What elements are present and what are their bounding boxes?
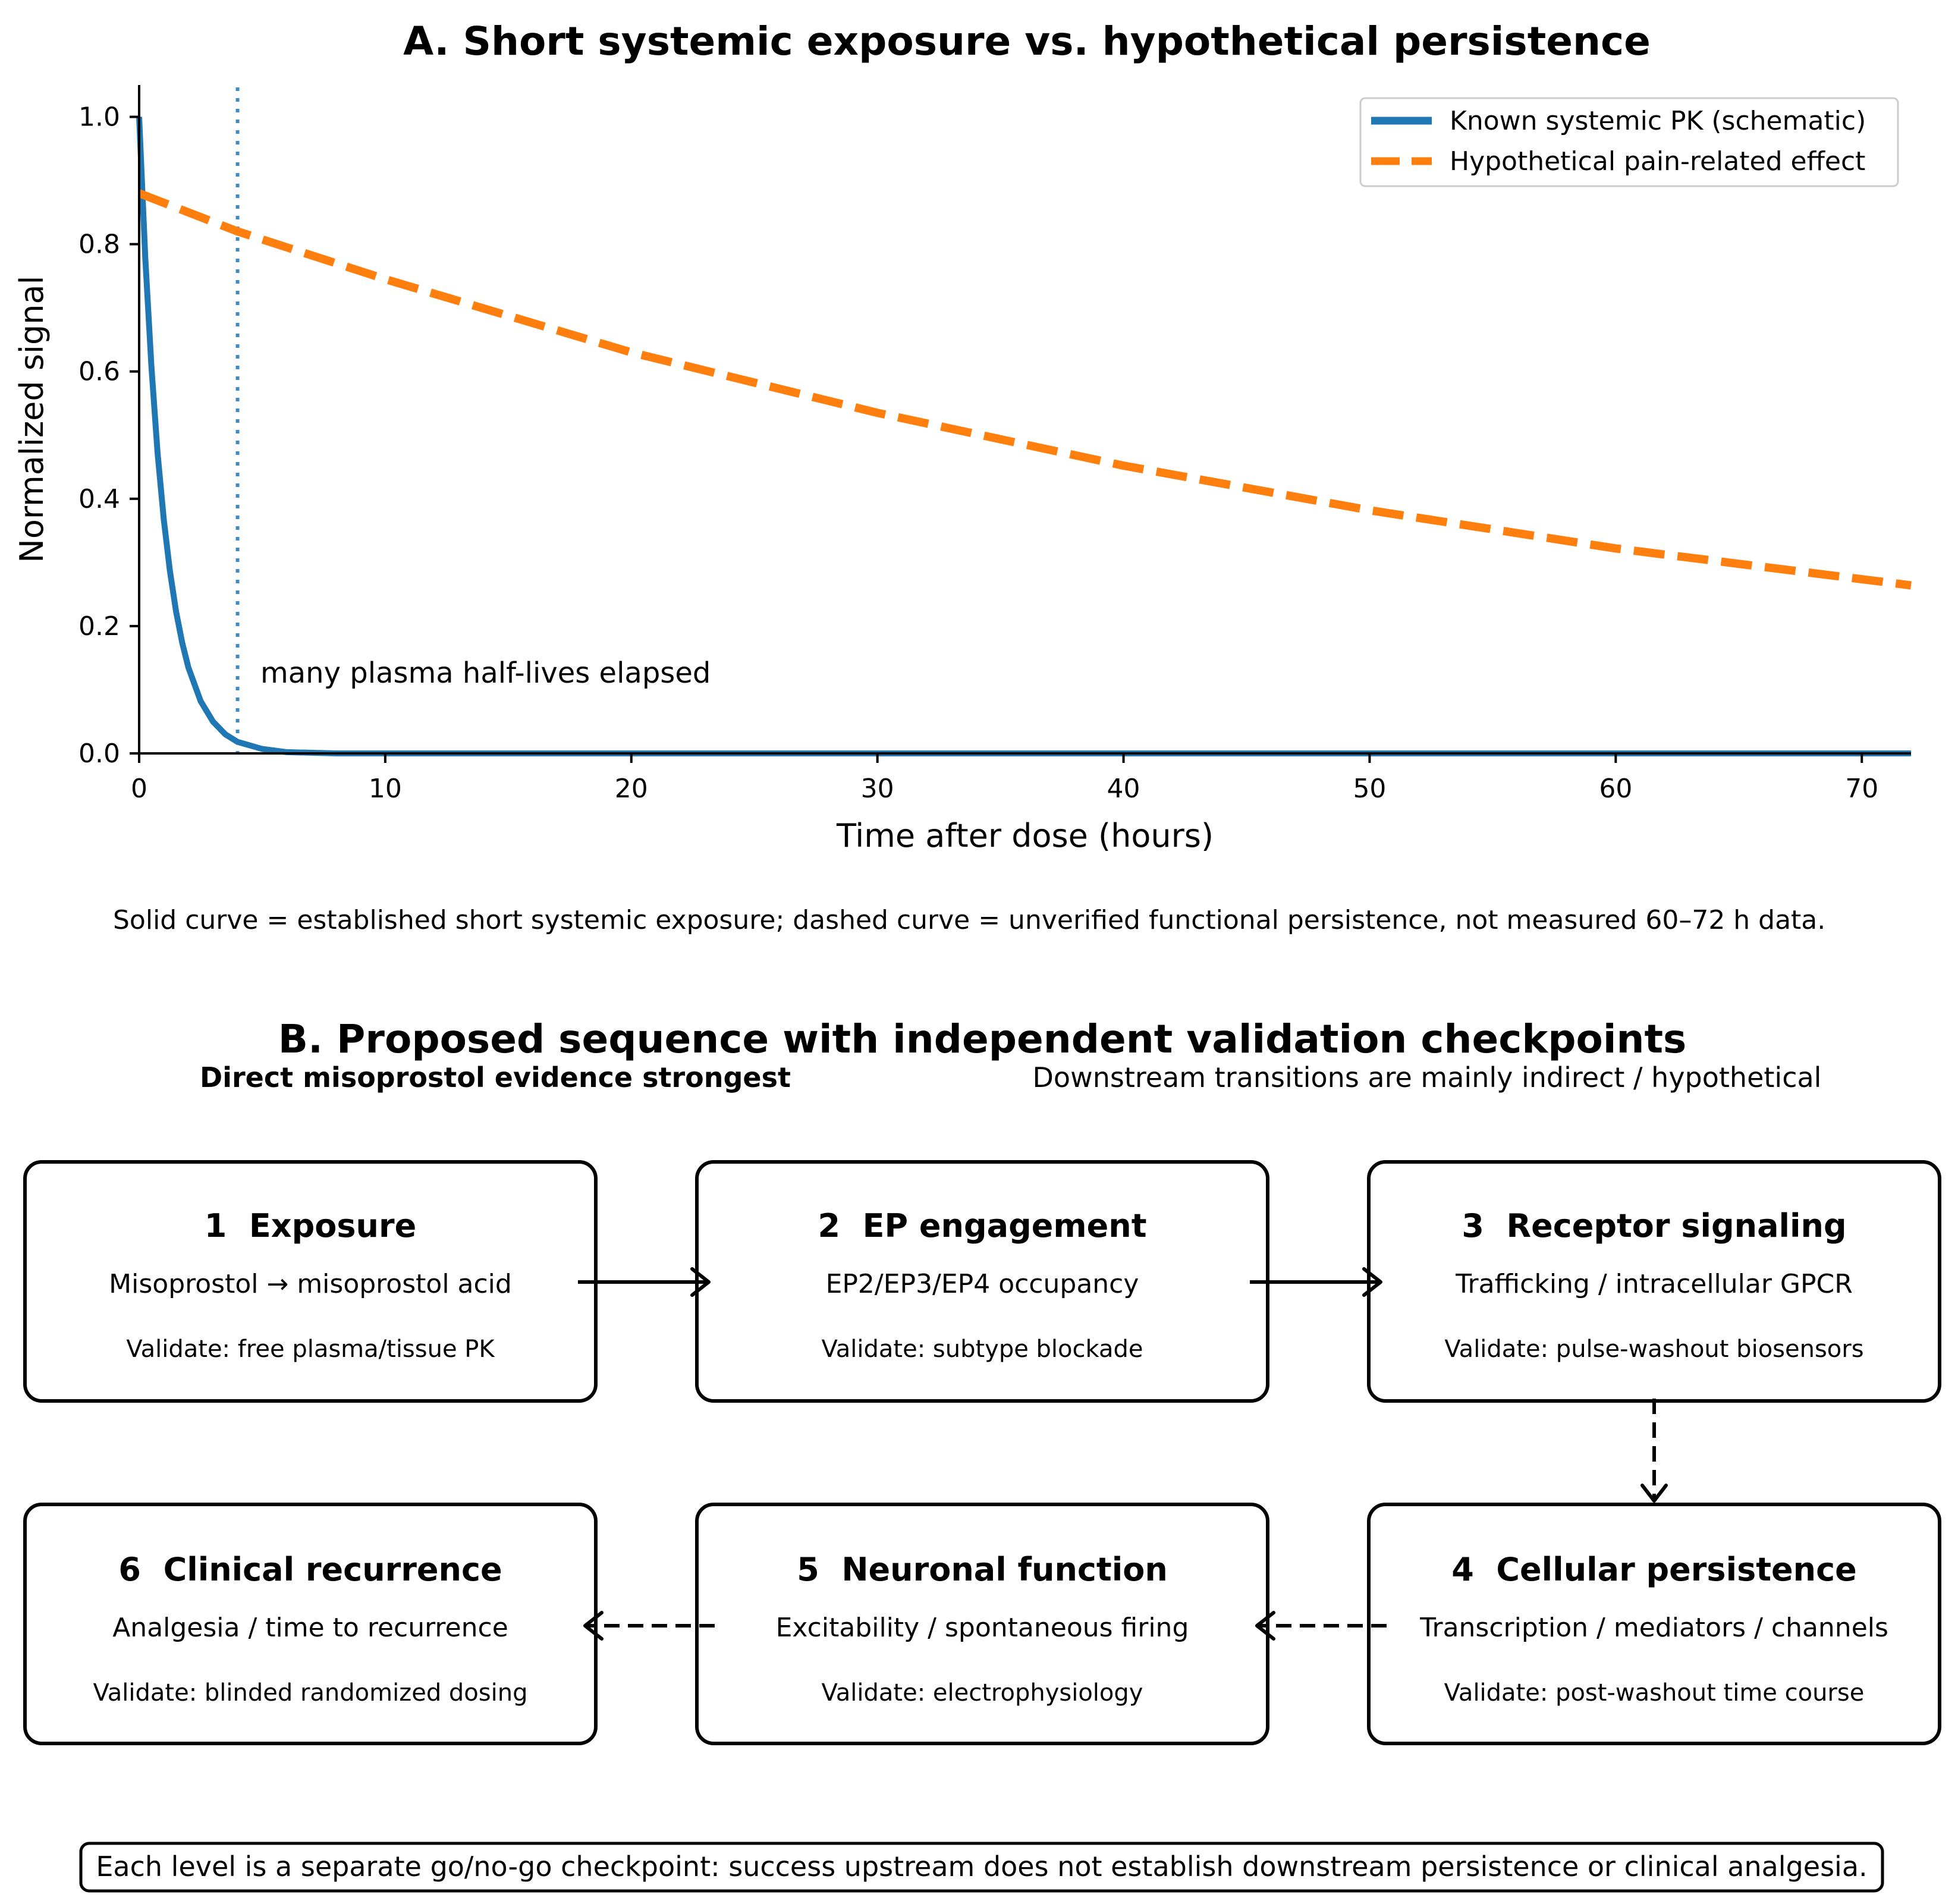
arrow-1-to-2 [578,1267,711,1297]
arrow-2-to-3 [1250,1267,1382,1297]
panel-a-title: A. Short systemic exposure vs. hypotheti… [403,18,1651,64]
y-tick-label: 0.6 [78,357,120,387]
step-title: 2 EP engagement [818,1207,1146,1245]
step-box-receptor-signaling: 3 Receptor signaling Trafficking / intra… [1367,1160,1941,1403]
x-tick-label: 50 [1353,774,1386,804]
x-tick-label: 60 [1599,774,1632,804]
step-box-cellular-persistence: 4 Cellular persistence Transcription / m… [1367,1503,1941,1745]
arrow-5-to-6 [583,1611,715,1641]
step-box-ep-engagement: 2 EP engagement EP2/EP3/EP4 occupancy Va… [695,1160,1269,1403]
step-box-frame [1367,1503,1941,1745]
panel-a-chart: 0 10 20 30 40 50 60 70 0.0 0.2 0.4 0.6 0.8 1.0 Time … [13,85,1912,854]
x-tick-label: 40 [1107,774,1140,804]
x-tick-label: 20 [615,774,648,804]
half-lives-annotation: many plasma half-lives elapsed [260,656,711,690]
x-tick-label: 30 [861,774,894,804]
step-validation: Validate: post-washout time course [1444,1679,1865,1707]
arrow-4-to-5 [1255,1611,1387,1641]
step-validation: Validate: subtype blockade [822,1336,1143,1363]
chart-legend: Known systemic PK (schematic) Hypothetic… [1359,97,1899,187]
panel-b-title: B. Proposed sequence with independent va… [278,1016,1687,1062]
step-title: 3 Receptor signaling [1462,1207,1846,1245]
y-axis-label: Normalized signal [13,275,51,563]
panel-b-subtitle-right: Downstream transitions are mainly indire… [1033,1061,1822,1094]
step-title: 4 Cellular persistence [1451,1551,1857,1588]
step-box-clinical-recurrence: 6 Clinical recurrence Analgesia / time t… [23,1503,598,1745]
y-tick-label: 0.2 [78,611,120,642]
step-title: 5 Neuronal function [797,1551,1168,1588]
y-tick-label: 1.0 [78,102,120,133]
step-title: 1 Exposure [205,1207,416,1245]
step-description: Excitability / spontaneous firing [776,1613,1189,1643]
step-description: Analgesia / time to recurrence [112,1613,508,1643]
step-description: Trafficking / intracellular GPCR [1455,1269,1853,1299]
y-tick-label: 0.4 [78,484,120,514]
y-tick-label: 0.0 [78,739,120,769]
x-tick-label: 10 [369,774,402,804]
arrow-3-to-4 [1640,1399,1668,1503]
x-tick-label: 0 [131,774,147,804]
step-box-neuronal-function: 5 Neuronal function Excitability / spont… [695,1503,1269,1745]
panel-a-caption: Solid curve = established short systemic… [113,905,1825,935]
step-validation: Validate: blinded randomized dosing [93,1679,528,1707]
step-title: 6 Clinical recurrence [118,1551,502,1588]
step-description: Misoprostol → misoprostol acid [109,1269,512,1299]
step-validation: Validate: free plasma/tissue PK [126,1336,495,1363]
step-validation: Validate: electrophysiology [822,1679,1143,1707]
x-axis-label: Time after dose (hours) [836,817,1214,854]
legend-label-pk: Known systemic PK (schematic) [1450,106,1866,136]
panel-b-subtitle-left: Direct misoprostol evidence strongest [200,1061,791,1094]
y-tick-label: 0.8 [78,230,120,260]
step-box-exposure: 1 Exposure Misoprostol → misoprostol aci… [23,1160,598,1403]
x-tick-label: 70 [1845,774,1878,804]
legend-label-effect: Hypothetical pain-related effect [1450,146,1865,177]
step-validation: Validate: pulse-washout biosensors [1444,1336,1863,1363]
footer-frame [79,1842,1884,1893]
step-description: Transcription / mediators / channels [1419,1613,1888,1643]
legend-frame [1359,97,1899,187]
step-description: EP2/EP3/EP4 occupancy [826,1269,1139,1299]
series-line-hypothetical-effect [137,189,1912,590]
footer-note: Each level is a separate go/no-go checkp… [96,1850,1867,1883]
